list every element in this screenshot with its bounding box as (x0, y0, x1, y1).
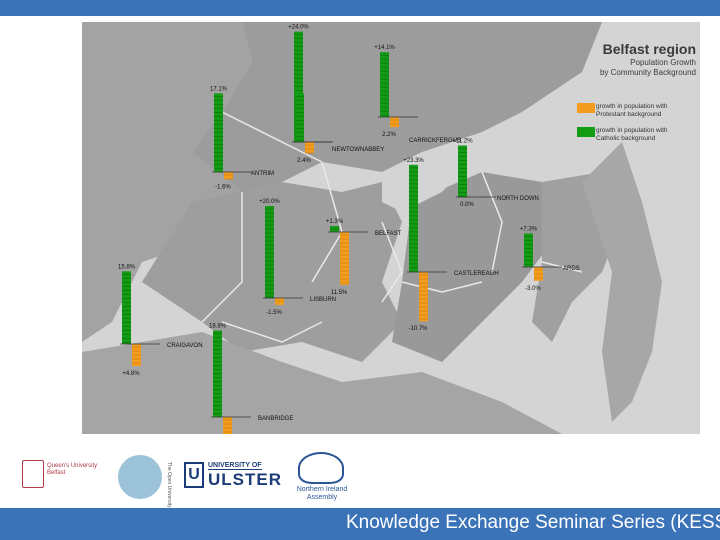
legend-swatch-catholic (577, 127, 595, 137)
area-name-6: CASTLEREAGH (454, 271, 499, 277)
protestant-label-4: 0.0% (460, 202, 474, 208)
area-name-7: LISBURN (310, 297, 336, 303)
top-banner (0, 0, 720, 16)
area-name-5: BELFAST (375, 231, 402, 237)
catholic-bar-7 (265, 206, 274, 298)
catholic-bar-9 (122, 271, 131, 344)
catholic-label-6: +23.3% (403, 158, 424, 164)
protestant-label-9: +4.8% (122, 371, 140, 377)
chart-labels: +24.0% 2.2% +14.1% CARRICKFERGUS -1.6% 17.1% A… (118, 25, 580, 422)
protestant-bar-1 (390, 117, 399, 128)
chart-subtitle-line-1: Population Growth (630, 58, 696, 67)
map-land-east (392, 172, 552, 362)
area-name-4: NORTH DOWN (497, 196, 539, 202)
catholic-label-4: +11.2% (452, 138, 473, 144)
map-land-west (82, 22, 252, 342)
logo-row (0, 448, 720, 508)
open-university-text: The Open University (166, 462, 172, 508)
protestant-label-6: -10.7% (408, 326, 428, 332)
catholic-bar-1 (380, 52, 389, 117)
ulster-main-text: ULSTER (208, 470, 282, 489)
protestant-bar-6 (419, 272, 428, 322)
catholic-label-9: 15.8% (118, 264, 136, 270)
catholic-bar-4 (458, 145, 467, 197)
chart-subtitle: Population Growth by Community Backgroun… (560, 58, 696, 78)
belfast-region-map: +24.0% 2.2% +14.1% CARRICKFERGUS -1.6% 17.1% A… (82, 22, 662, 434)
map-panel: +24.0% 2.2% +14.1% CARRICKFERGUS -1.6% 17.1% A… (82, 22, 700, 434)
catholic-label-7: +20.0% (259, 199, 280, 205)
chart-bars (120, 31, 562, 434)
protestant-label-5: 11.5% (331, 290, 348, 296)
map-lough (382, 162, 462, 212)
catholic-label-8: +7.3% (520, 226, 538, 232)
map-land-north (192, 22, 602, 192)
area-name-1: CARRICKFERGUS (409, 138, 461, 144)
area-name-8: ARDS (563, 266, 580, 272)
catholic-label-10: 18.8% (209, 324, 227, 330)
protestant-bar-2 (224, 172, 233, 180)
seminar-series-title: Knowledge Exchange Seminar Series (KESS) (346, 512, 720, 533)
protestant-bar-10 (223, 417, 232, 434)
catholic-bar-6 (409, 164, 418, 272)
ulster-logo: U UNIVERSITY OF ULSTER (184, 462, 281, 490)
protestant-label-2: -1.6% (215, 184, 231, 190)
queens-university-text: Queen's University Belfast (47, 463, 98, 476)
protestant-bar-3 (305, 142, 314, 154)
ulster-u-mark: U (184, 462, 204, 488)
catholic-bar-2 (214, 93, 223, 172)
chart-subtitle-line-2: by Community Background (599, 68, 696, 77)
catholic-label-1: +14.1% (374, 45, 395, 51)
protestant-bar-5 (340, 232, 349, 285)
legend-label-catholic: growth in population with Catholic backg… (596, 127, 668, 142)
protestant-label-7: -1.5% (266, 310, 282, 316)
area-name-2: ANTRIM (251, 171, 274, 177)
legend-label-protestant: growth in population with Protestant bac… (596, 103, 668, 118)
catholic-bar-3 (295, 93, 304, 142)
catholic-bar-8 (524, 233, 533, 267)
bottom-banner (0, 508, 720, 540)
ni-assembly-logo (298, 452, 344, 484)
open-university-logo (118, 455, 162, 499)
protestant-label-3: 2.4% (297, 158, 311, 164)
catholic-label-5: +1.3% (326, 219, 344, 225)
queens-university-logo (22, 460, 44, 488)
map-land-peninsula (582, 142, 662, 422)
protestant-bar-7 (275, 298, 284, 305)
protestant-label-1: 2.2% (382, 132, 396, 138)
area-name-9: CRAIGAVON (167, 343, 203, 349)
ni-assembly-text: Northern Ireland Assembly (296, 486, 348, 501)
area-name-10: BANBRIDGE (258, 416, 293, 422)
catholic-label-2: 17.1% (210, 86, 228, 92)
ulster-top-text: UNIVERSITY OF (208, 462, 262, 470)
map-land-south (82, 332, 562, 434)
area-name-3: NEWTOWNABBEY (332, 147, 384, 153)
legend-swatch-protestant (577, 103, 595, 113)
chart-title: Belfast region (602, 41, 696, 57)
protestant-label-8: -3.0% (525, 286, 541, 292)
catholic-label-0: +24.0% (288, 25, 309, 31)
